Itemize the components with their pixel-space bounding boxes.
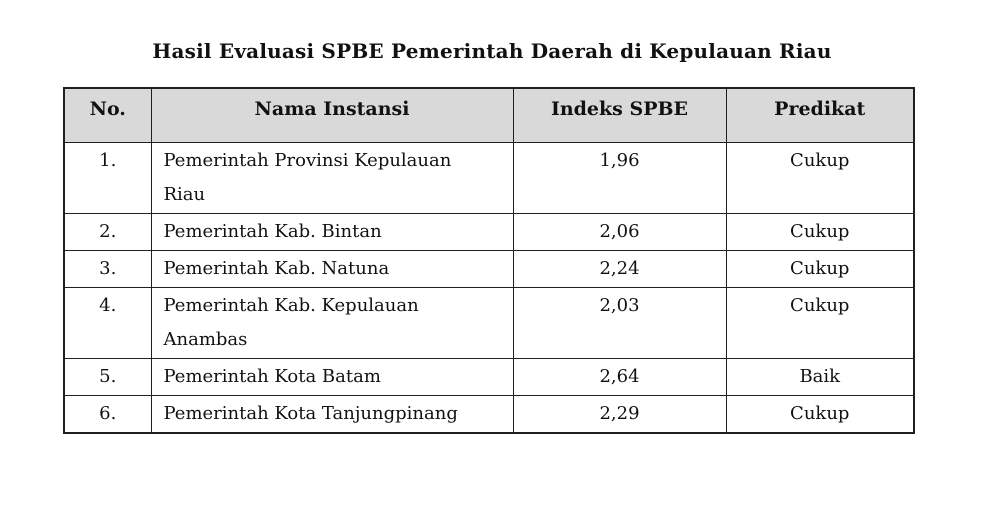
cell-no: 1. <box>63 141 152 214</box>
table-header-row: No. Nama Instansi Indeks SPBE Predikat <box>63 87 915 143</box>
column-header-nama-instansi: Nama Instansi <box>150 87 514 143</box>
column-header-predikat: Predikat <box>725 87 915 143</box>
cell-nama-instansi: Pemerintah Kota Batam <box>150 357 514 396</box>
cell-nama-instansi: Pemerintah Kota Tanjungpinang <box>150 394 514 433</box>
page-title: Hasil Evaluasi SPBE Pemerintah Daerah di… <box>152 39 832 63</box>
table-row: 2. Pemerintah Kab. Bintan 2,06 Cukup <box>63 212 915 251</box>
table-row: 6. Pemerintah Kota Tanjungpinang 2,29 Cu… <box>63 394 915 433</box>
cell-no: 4. <box>63 286 152 359</box>
cell-indeks-spbe: 1,96 <box>512 141 727 214</box>
cell-predikat: Baik <box>725 357 915 396</box>
cell-indeks-spbe: 2,06 <box>512 212 727 251</box>
column-header-indeks-spbe: Indeks SPBE <box>512 87 727 143</box>
table-row: 3. Pemerintah Kab. Natuna 2,24 Cukup <box>63 249 915 288</box>
table-row: 4. Pemerintah Kab. Kepulauan Anambas 2,0… <box>63 286 915 359</box>
cell-predikat: Cukup <box>725 141 915 214</box>
cell-nama-instansi: Pemerintah Kab. Kepulauan Anambas <box>150 286 514 359</box>
cell-no: 3. <box>63 249 152 288</box>
cell-no: 6. <box>63 394 152 433</box>
cell-indeks-spbe: 2,03 <box>512 286 727 359</box>
cell-predikat: Cukup <box>725 286 915 359</box>
cell-indeks-spbe: 2,29 <box>512 394 727 433</box>
cell-nama-instansi: Pemerintah Kab. Bintan <box>150 212 514 251</box>
table-row: 5. Pemerintah Kota Batam 2,64 Baik <box>63 357 915 396</box>
cell-predikat: Cukup <box>725 212 915 251</box>
cell-indeks-spbe: 2,64 <box>512 357 727 396</box>
cell-indeks-spbe: 2,24 <box>512 249 727 288</box>
table-row: 1. Pemerintah Provinsi Kepulauan Riau 1,… <box>63 141 915 214</box>
cell-nama-instansi: Pemerintah Kab. Natuna <box>150 249 514 288</box>
cell-no: 2. <box>63 212 152 251</box>
cell-predikat: Cukup <box>725 249 915 288</box>
cell-predikat: Cukup <box>725 394 915 433</box>
spbe-evaluation-table: No. Nama Instansi Indeks SPBE Predikat 1… <box>63 87 915 434</box>
cell-no: 5. <box>63 357 152 396</box>
cell-nama-instansi: Pemerintah Provinsi Kepulauan Riau <box>150 141 514 214</box>
column-header-no: No. <box>63 87 152 143</box>
